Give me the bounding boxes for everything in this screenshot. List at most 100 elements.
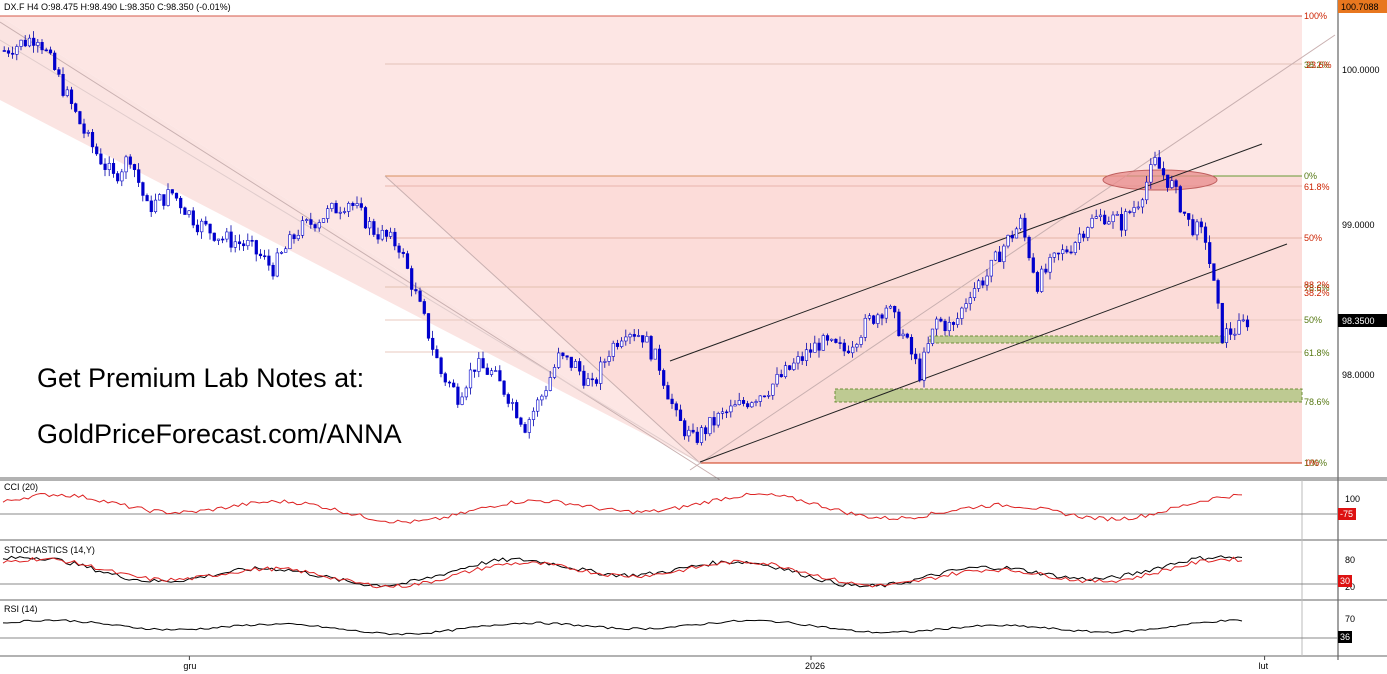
candle-body-bullish [284,248,288,253]
candle-body-bearish [1069,251,1073,254]
cci-title: CCI (20) [4,482,38,492]
candle [1237,313,1241,335]
candle [95,143,99,156]
candle [1182,211,1187,216]
candle [1035,270,1040,294]
candle [132,163,137,178]
candle [552,364,557,380]
candle [611,340,615,362]
candle-body-bearish [1044,268,1048,273]
candle-body-bearish [1056,252,1061,255]
candle [657,344,662,376]
rsi-last-value: 36 [1340,632,1350,642]
candle-body-bearish [590,378,594,381]
candle-body-bullish [347,202,351,212]
candle-body-bullish [1094,216,1098,219]
candle [267,249,271,271]
candle [695,427,699,445]
candle [863,314,867,342]
candle-body-bearish [1128,211,1132,213]
candle-body-bearish [519,417,523,425]
pane-separators [0,477,1387,657]
candle-body-bearish [897,311,901,337]
candle [1048,253,1052,280]
candle-body-bearish [741,400,746,404]
promo-line-1: Get Premium Lab Notes at: [37,363,365,393]
candle [363,205,368,229]
candle-body-bearish [918,358,922,381]
candle [670,393,674,409]
candle [914,348,918,365]
candle-body-bullish [288,234,292,250]
candle [951,321,956,331]
candle-body-bullish [733,404,737,407]
candle-body-bearish [1216,280,1220,304]
candle-body-bearish [174,192,179,199]
time-label: gru [183,661,196,671]
candle-body-bearish [212,232,216,241]
candle [1006,234,1010,249]
fib-label: 23.6% [1306,60,1332,70]
candle-body-bearish [422,301,426,314]
candle-body-bullish [19,39,23,47]
candle-body-bearish [506,394,510,404]
candle-body-bearish [426,313,431,339]
candle [851,340,855,358]
candle-body-bearish [704,427,708,435]
candle [111,158,116,178]
candle-body-bullish [338,211,342,214]
candle-body-bearish [678,409,683,421]
candle [1027,235,1031,261]
candle [225,227,229,243]
candle [116,171,120,184]
candle [19,39,23,51]
candle [376,227,380,244]
candle-body-bearish [1203,226,1208,243]
candle [620,337,624,349]
candle-body-bullish [246,240,250,247]
candle-body-bearish [179,197,183,209]
candle [305,218,309,224]
candle-body-bearish [800,356,804,361]
candle [498,365,502,382]
candle [69,86,74,110]
candle-body-bullish [460,396,464,405]
candle-body-bullish [813,342,817,353]
candle [128,154,132,169]
candle [355,196,359,209]
promo-line-2[interactable]: GoldPriceForecast.com/ANNA [37,419,402,449]
candle-body-bearish [11,52,15,55]
candle-body-bullish [1098,214,1103,217]
candle [1031,253,1035,274]
candle [309,212,313,229]
candle [99,148,103,165]
candle-body-bullish [716,413,720,426]
candle [229,225,233,253]
candle [145,193,149,202]
candle-body-bearish [674,403,678,411]
candle [779,369,783,378]
candle [426,313,431,341]
candle [641,335,645,348]
candle [1136,201,1140,211]
candle [888,304,893,310]
candle [191,207,195,229]
candle [422,298,426,316]
candle [1170,175,1174,189]
candle [544,385,548,400]
candle [326,205,330,223]
candle-body-bearish [162,194,166,206]
candle-body-bullish [993,251,998,261]
candle [103,158,107,177]
candle-body-bearish [485,367,489,375]
candle [1056,252,1061,261]
candle [1157,150,1161,169]
candle-body-bearish [221,238,225,241]
candle [158,193,162,201]
candle-body-bearish [1187,213,1191,220]
candle-body-bearish [981,280,985,286]
candle-body-bullish [796,356,800,364]
candle-body-bearish [363,207,368,229]
candle-body-bearish [61,74,65,96]
